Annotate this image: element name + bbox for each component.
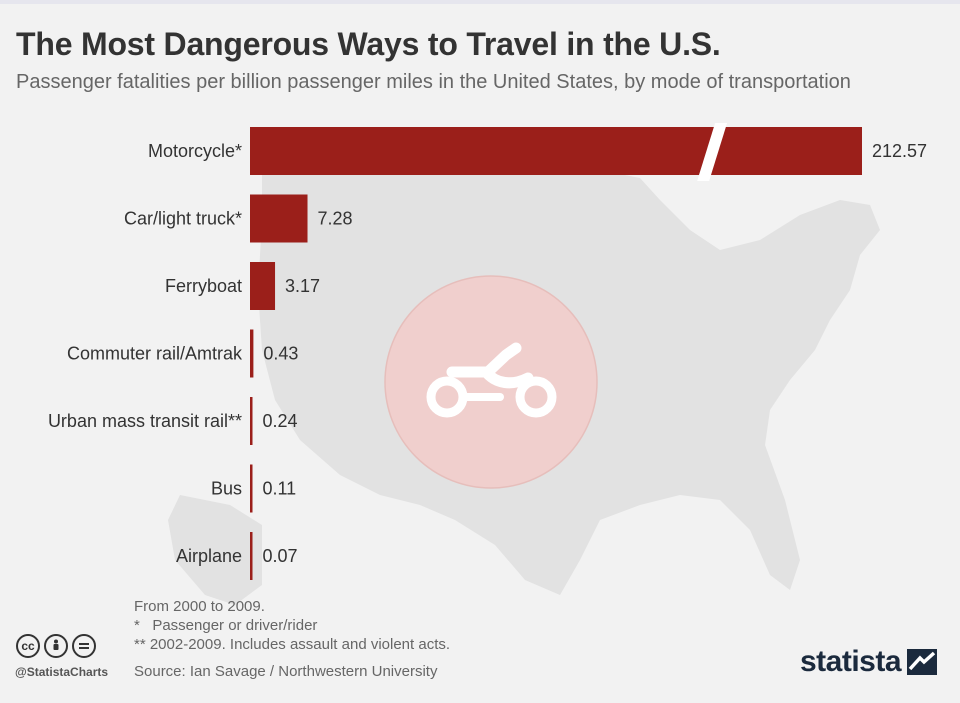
category-label: Motorcycle* (148, 141, 242, 161)
by-icon[interactable] (44, 634, 68, 658)
top-rule (0, 0, 960, 4)
bar-5 (250, 464, 253, 513)
statista-logo-icon (907, 649, 938, 675)
motorcycle-icon (426, 342, 557, 418)
value-label: 3.17 (285, 276, 320, 296)
category-label: Airplane (176, 546, 242, 566)
category-label: Commuter rail/Amtrak (67, 344, 243, 364)
footnote-period: From 2000 to 2009. (134, 598, 265, 615)
bar-0 (250, 127, 862, 175)
cc-icon[interactable]: cc (16, 634, 40, 658)
axis-break-mark (697, 123, 728, 181)
footnote-single-asterisk: * Passenger or driver/rider (134, 617, 318, 634)
category-label: Urban mass transit rail** (48, 411, 242, 431)
value-label: 0.07 (263, 546, 298, 566)
bar-3 (250, 329, 254, 378)
value-label: 212.57 (872, 141, 927, 161)
brand-name: statista (800, 645, 902, 678)
footnotes: From 2000 to 2009. * Passenger or driver… (134, 597, 450, 654)
bar-6 (250, 532, 253, 580)
value-label: 0.43 (263, 344, 298, 364)
value-label: 0.11 (263, 479, 297, 499)
value-label: 7.28 (318, 209, 353, 229)
category-label: Ferryboat (165, 276, 242, 296)
category-label: Car/light truck* (124, 209, 242, 229)
bar-4 (250, 397, 253, 445)
source-note: Source: Ian Savage / Northwestern Univer… (134, 663, 438, 680)
alaska-shape (168, 495, 262, 605)
bar-2 (250, 262, 276, 310)
footnote-double-asterisk: ** 2002-2009. Includes assault and viole… (134, 636, 451, 653)
bar-1 (250, 194, 308, 243)
category-label: Bus (211, 479, 242, 499)
social-handle[interactable]: @StatistaCharts (15, 665, 109, 679)
license-icons: cc (16, 634, 96, 658)
nd-icon[interactable] (72, 634, 96, 658)
chart-title: The Most Dangerous Ways to Travel in the… (16, 26, 721, 62)
value-label: 0.24 (263, 411, 298, 431)
chart-subtitle: Passenger fatalities per billion passeng… (16, 71, 851, 93)
statista-brand[interactable]: statista (800, 645, 938, 679)
